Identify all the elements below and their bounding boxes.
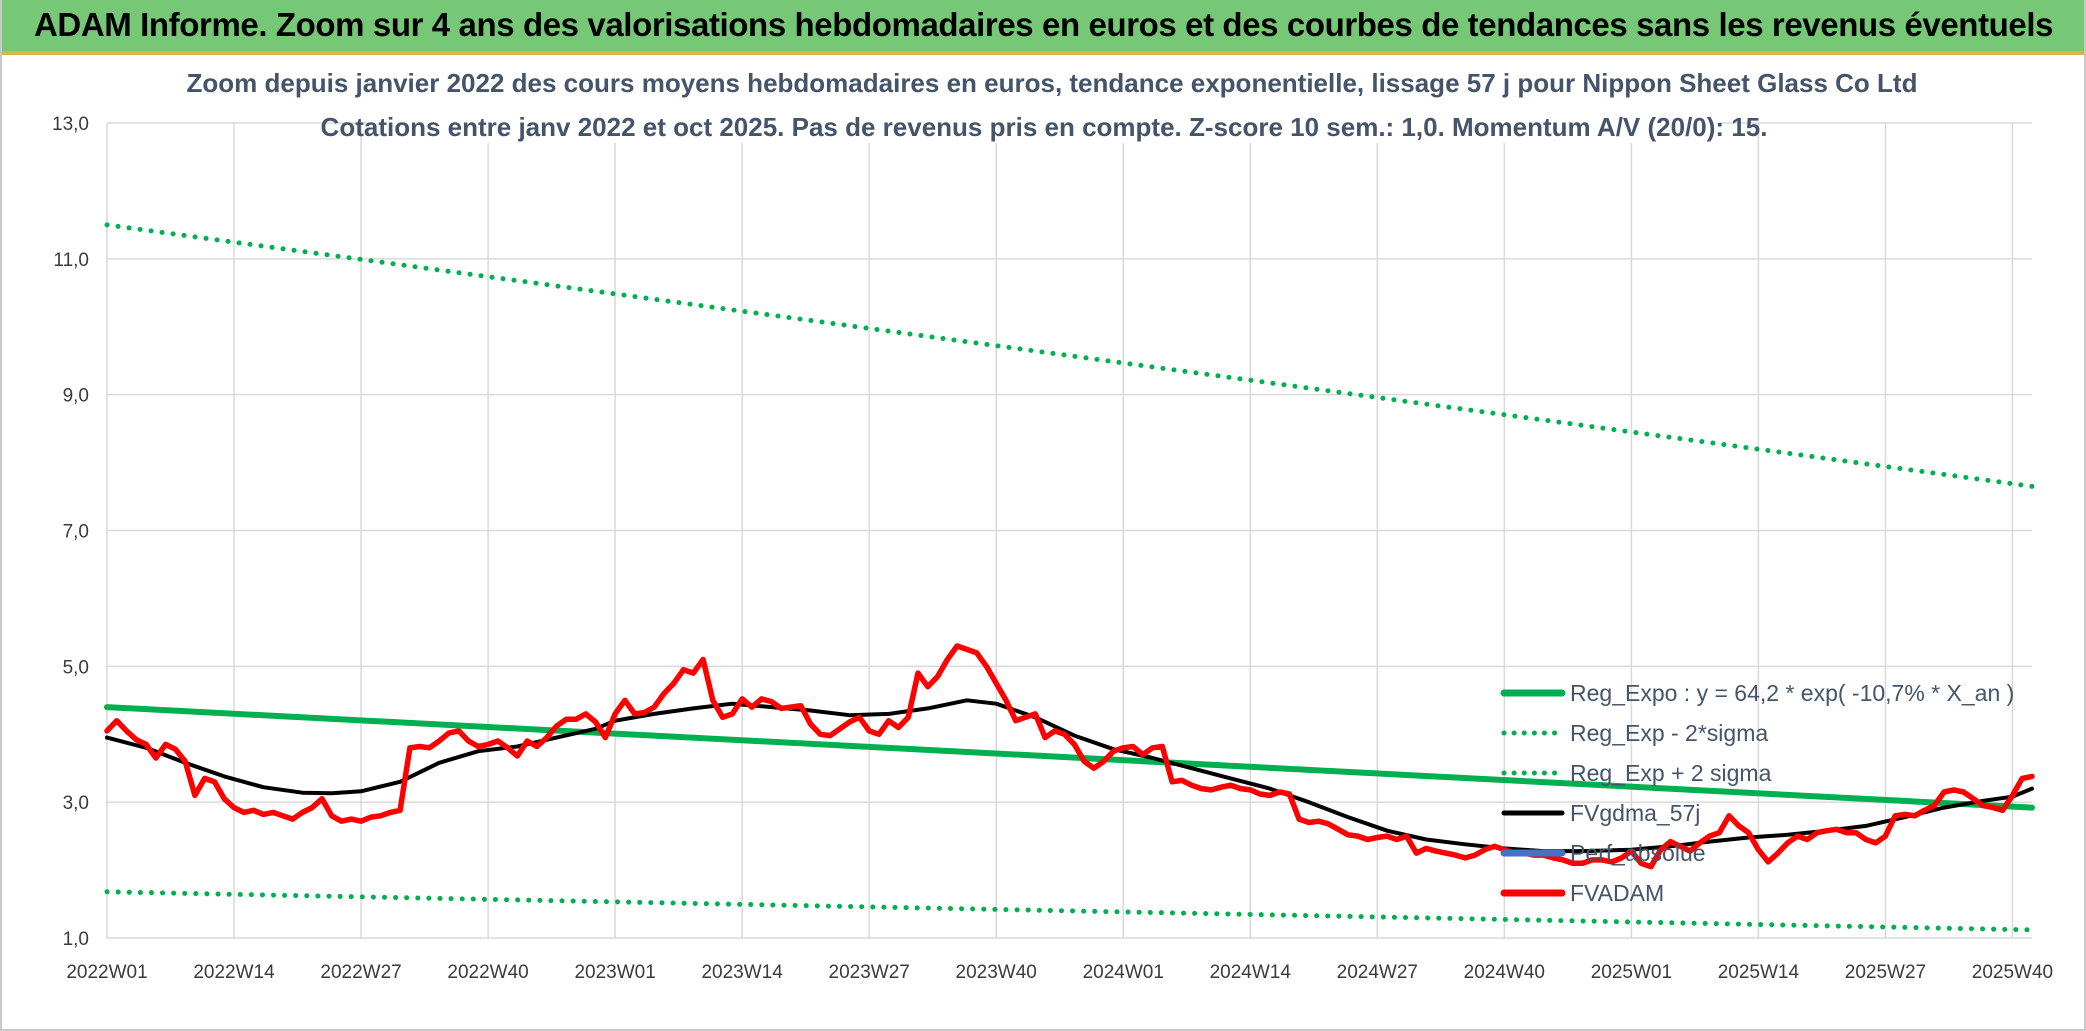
report-banner: ADAM Informe. Zoom sur 4 ans des valoris… bbox=[2, 0, 2084, 55]
x-tick-label: 2022W40 bbox=[447, 962, 528, 983]
series-line-4 bbox=[105, 698, 2034, 854]
series-line-1 bbox=[104, 704, 2035, 811]
valuation-line-chart: 13,0 11,0 9,0 7,0 5,0 3,0 1,0 2022W01 2022W14 202… bbox=[52, 59, 2053, 983]
x-tick-label: 2025W27 bbox=[1845, 962, 1926, 983]
x-tick-label: 2024W14 bbox=[1210, 962, 1292, 983]
x-tick-label: 2023W14 bbox=[701, 962, 783, 983]
subtitle-backdrop bbox=[368, 103, 1720, 143]
title-backdrop bbox=[260, 59, 1830, 99]
x-tick-label: 2025W14 bbox=[1718, 962, 1800, 983]
x-tick-label: 2023W40 bbox=[956, 962, 1037, 983]
x-tick-label: 2024W01 bbox=[1083, 962, 1164, 983]
y-tick-label: 5,0 bbox=[63, 657, 89, 678]
legend-label-5: Perf_absolue bbox=[1570, 840, 1706, 866]
x-tick-label: 2023W27 bbox=[829, 962, 910, 983]
x-tick-label: 2025W01 bbox=[1591, 962, 1672, 983]
legend-label-6: FVADAM bbox=[1570, 880, 1664, 906]
chart-subtitle: Cotations entre janv 2022 et oct 2025. P… bbox=[321, 112, 1768, 142]
legend-label-4: FVgdma_57j bbox=[1570, 800, 1700, 826]
y-tick-label: 3,0 bbox=[63, 793, 89, 814]
chart-title: Zoom depuis janvier 2022 des cours moyen… bbox=[187, 68, 1918, 98]
series-line-6 bbox=[104, 643, 2035, 870]
legend-label-2: Reg_Exp - 2*sigma bbox=[1570, 720, 1768, 746]
legend-label-3: Reg_Exp + 2 sigma bbox=[1570, 760, 1772, 786]
series-line-3 bbox=[104, 222, 2035, 489]
x-tick-label: 2024W27 bbox=[1337, 962, 1418, 983]
x-tick-label: 2022W27 bbox=[320, 962, 401, 983]
x-tick-label: 2025W40 bbox=[1972, 962, 2053, 983]
series-line-2 bbox=[104, 889, 2035, 933]
y-tick-label: 9,0 bbox=[63, 386, 89, 407]
report-title: ADAM Informe. Zoom sur 4 ans des valoris… bbox=[34, 6, 2054, 43]
x-tick-label: 2023W01 bbox=[574, 962, 655, 983]
x-tick-label: 2022W14 bbox=[193, 962, 275, 983]
y-tick-label: 1,0 bbox=[63, 929, 89, 950]
y-tick-label: 11,0 bbox=[53, 250, 89, 271]
x-tick-label: 2024W40 bbox=[1464, 962, 1545, 983]
y-tick-label: 13,0 bbox=[52, 114, 89, 135]
x-tick-label: 2022W01 bbox=[66, 962, 147, 983]
y-tick-label: 7,0 bbox=[63, 522, 89, 543]
legend-label-1: Reg_Expo : y = 64,2 * exp( -10,7% * X_an… bbox=[1570, 680, 2014, 706]
